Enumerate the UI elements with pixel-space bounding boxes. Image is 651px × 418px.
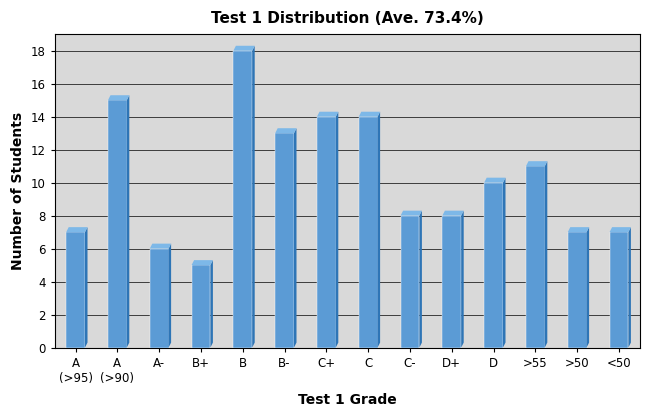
Polygon shape (234, 46, 255, 51)
Polygon shape (191, 260, 213, 265)
Bar (568, 232, 587, 347)
Polygon shape (359, 112, 380, 117)
Bar (191, 265, 210, 347)
Polygon shape (443, 211, 464, 216)
Polygon shape (127, 95, 130, 347)
Bar (150, 249, 169, 347)
Polygon shape (108, 95, 130, 100)
Polygon shape (336, 112, 339, 347)
Polygon shape (275, 128, 296, 133)
Polygon shape (568, 227, 589, 232)
Bar (609, 232, 628, 347)
Bar (275, 133, 294, 347)
Polygon shape (294, 128, 296, 347)
Bar (359, 117, 378, 347)
Polygon shape (85, 227, 87, 347)
Polygon shape (628, 227, 631, 347)
Polygon shape (587, 227, 589, 347)
Bar (443, 216, 461, 347)
Polygon shape (66, 227, 87, 232)
Polygon shape (317, 112, 339, 117)
Polygon shape (400, 211, 422, 216)
Polygon shape (150, 244, 171, 249)
Bar (66, 232, 85, 347)
X-axis label: Test 1 Grade: Test 1 Grade (298, 393, 396, 407)
Bar (234, 51, 252, 347)
Polygon shape (419, 211, 422, 347)
Y-axis label: Number of Students: Number of Students (11, 112, 25, 270)
Polygon shape (252, 46, 255, 347)
Bar (317, 117, 336, 347)
Bar (400, 216, 419, 347)
Polygon shape (378, 112, 380, 347)
Polygon shape (545, 161, 547, 347)
Polygon shape (169, 244, 171, 347)
Polygon shape (461, 211, 464, 347)
Polygon shape (484, 178, 506, 183)
Bar (484, 183, 503, 347)
Bar (108, 100, 127, 347)
Polygon shape (503, 178, 506, 347)
Polygon shape (526, 161, 547, 166)
Polygon shape (210, 260, 213, 347)
Bar (526, 166, 545, 347)
Title: Test 1 Distribution (Ave. 73.4%): Test 1 Distribution (Ave. 73.4%) (211, 11, 484, 26)
Polygon shape (609, 227, 631, 232)
